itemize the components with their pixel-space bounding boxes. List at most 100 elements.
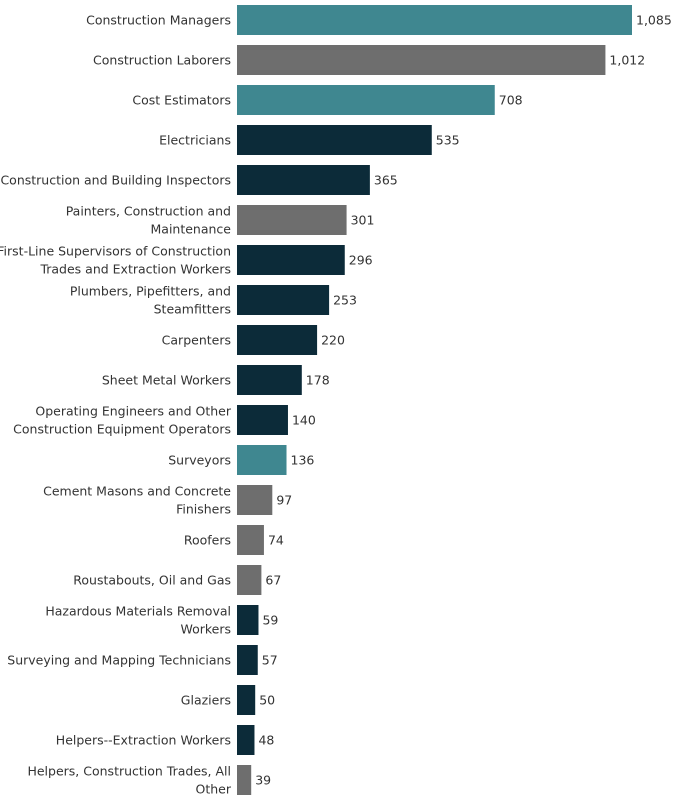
category-label: Hazardous Materials Removal Workers	[45, 604, 231, 637]
category-label-line: Glaziers	[181, 693, 231, 708]
data-label: 50	[259, 693, 275, 708]
category-label-line: Carpenters	[162, 333, 231, 348]
category-label-line: Painters, Construction and	[66, 204, 231, 219]
bar-row: Plumbers, Pipefitters, and Steamfitters 25…	[70, 284, 357, 317]
category-label: Roustabouts, Oil and Gas	[73, 573, 231, 588]
data-label: 57	[262, 653, 278, 668]
category-label-line: Surveying and Mapping Technicians	[7, 653, 231, 668]
category-label-line: Construction Laborers	[93, 53, 231, 68]
bar	[237, 765, 252, 795]
data-label: 48	[258, 733, 274, 748]
category-label: Cost Estimators	[132, 93, 231, 108]
bar-row: Carpenters 220	[162, 325, 345, 355]
category-label: Helpers--Extraction Workers	[56, 733, 231, 748]
bar	[237, 525, 264, 555]
bar	[237, 405, 288, 435]
data-label: 296	[349, 253, 373, 268]
category-label-line: Helpers--Extraction Workers	[56, 733, 231, 748]
data-label: 1,012	[609, 53, 645, 68]
data-label: 39	[255, 773, 271, 788]
bar-row: Roustabouts, Oil and Gas 67	[73, 565, 281, 595]
bar-row: Helpers, Construction Trades, All Other 39	[27, 764, 271, 797]
category-label-line: First-Line Supervisors of Construction	[0, 244, 231, 259]
bar	[237, 445, 287, 475]
bar	[237, 325, 318, 355]
category-label: Electricians	[159, 133, 231, 148]
category-label-line: Other	[196, 782, 232, 797]
bar	[237, 165, 370, 195]
category-label: Construction Laborers	[93, 53, 231, 68]
bar-row: Glaziers 50	[181, 685, 275, 715]
category-label-line: Trades and Extraction Workers	[39, 262, 231, 277]
bar-row: Cost Estimators 708	[132, 85, 523, 115]
data-label: 97	[276, 493, 292, 508]
bar	[237, 205, 347, 235]
data-label: 708	[499, 93, 523, 108]
bar	[237, 85, 495, 115]
bar-row: First-Line Supervisors of Construction Tr…	[0, 244, 373, 277]
bar	[237, 685, 256, 715]
category-label: Surveyors	[168, 453, 231, 468]
category-label: Operating Engineers and Other Constructio…	[13, 404, 232, 437]
category-label-line: Workers	[180, 622, 231, 637]
data-label: 136	[291, 453, 315, 468]
category-label-line: Plumbers, Pipefitters, and	[70, 284, 231, 299]
bar-row: Construction Managers 1,085	[86, 5, 672, 35]
bar-row: Hazardous Materials Removal Workers 59	[45, 604, 278, 637]
bar	[237, 45, 606, 75]
category-label-line: Steamfitters	[154, 302, 231, 317]
bar	[237, 605, 259, 635]
bar-row: Electricians 535	[159, 125, 460, 155]
category-label: Carpenters	[162, 333, 231, 348]
category-label: Construction and Building Inspectors	[0, 173, 231, 188]
bar-row: Surveyors 136	[168, 445, 314, 475]
bar-row: Painters, Construction and Maintenance 301	[66, 204, 375, 237]
category-label: Sheet Metal Workers	[102, 373, 231, 388]
category-label: Painters, Construction and Maintenance	[66, 204, 232, 237]
data-label: 59	[262, 613, 278, 628]
category-label-line: Electricians	[159, 133, 231, 148]
bar	[237, 125, 432, 155]
category-label-line: Cement Masons and Concrete	[43, 484, 231, 499]
bar-row: Construction and Building Inspectors 365	[0, 165, 398, 195]
bar-row: Sheet Metal Workers 178	[102, 365, 330, 395]
bar	[237, 725, 255, 755]
bar-row: Cement Masons and Concrete Finishers 97	[43, 484, 292, 517]
category-label-line: Construction Managers	[86, 13, 231, 28]
data-label: 1,085	[636, 13, 672, 28]
category-label: First-Line Supervisors of Construction Tr…	[0, 244, 231, 277]
data-label: 178	[306, 373, 330, 388]
category-label-line: Sheet Metal Workers	[102, 373, 231, 388]
category-label: Roofers	[184, 533, 231, 548]
data-label: 365	[374, 173, 398, 188]
bar	[237, 365, 302, 395]
category-label-line: Finishers	[176, 502, 231, 517]
category-label: Glaziers	[181, 693, 231, 708]
data-label: 535	[436, 133, 460, 148]
data-label: 253	[333, 293, 357, 308]
data-label: 301	[351, 213, 375, 228]
bar-row: Construction Laborers 1,012	[93, 45, 645, 75]
category-label-line: Roustabouts, Oil and Gas	[73, 573, 231, 588]
category-label-line: Construction and Building Inspectors	[0, 173, 231, 188]
category-label-line: Hazardous Materials Removal	[45, 604, 231, 619]
bar-row: Operating Engineers and Other Constructio…	[13, 404, 316, 437]
category-label-line: Helpers, Construction Trades, All	[27, 764, 231, 779]
category-label-line: Construction Equipment Operators	[13, 422, 231, 437]
bar-row: Surveying and Mapping Technicians 57	[7, 645, 278, 675]
bar-row: Roofers 74	[184, 525, 284, 555]
bar-row: Helpers--Extraction Workers 48	[56, 725, 274, 755]
category-label-line: Roofers	[184, 533, 231, 548]
bar	[237, 565, 262, 595]
data-label: 74	[268, 533, 284, 548]
category-label: Surveying and Mapping Technicians	[7, 653, 231, 668]
category-label: Cement Masons and Concrete Finishers	[43, 484, 231, 517]
category-label-line: Operating Engineers and Other	[35, 404, 231, 419]
category-label-line: Cost Estimators	[132, 93, 231, 108]
data-label: 220	[321, 333, 345, 348]
data-label: 140	[292, 413, 316, 428]
category-label-line: Surveyors	[168, 453, 231, 468]
category-label: Plumbers, Pipefitters, and Steamfitters	[70, 284, 231, 317]
category-label: Construction Managers	[86, 13, 231, 28]
